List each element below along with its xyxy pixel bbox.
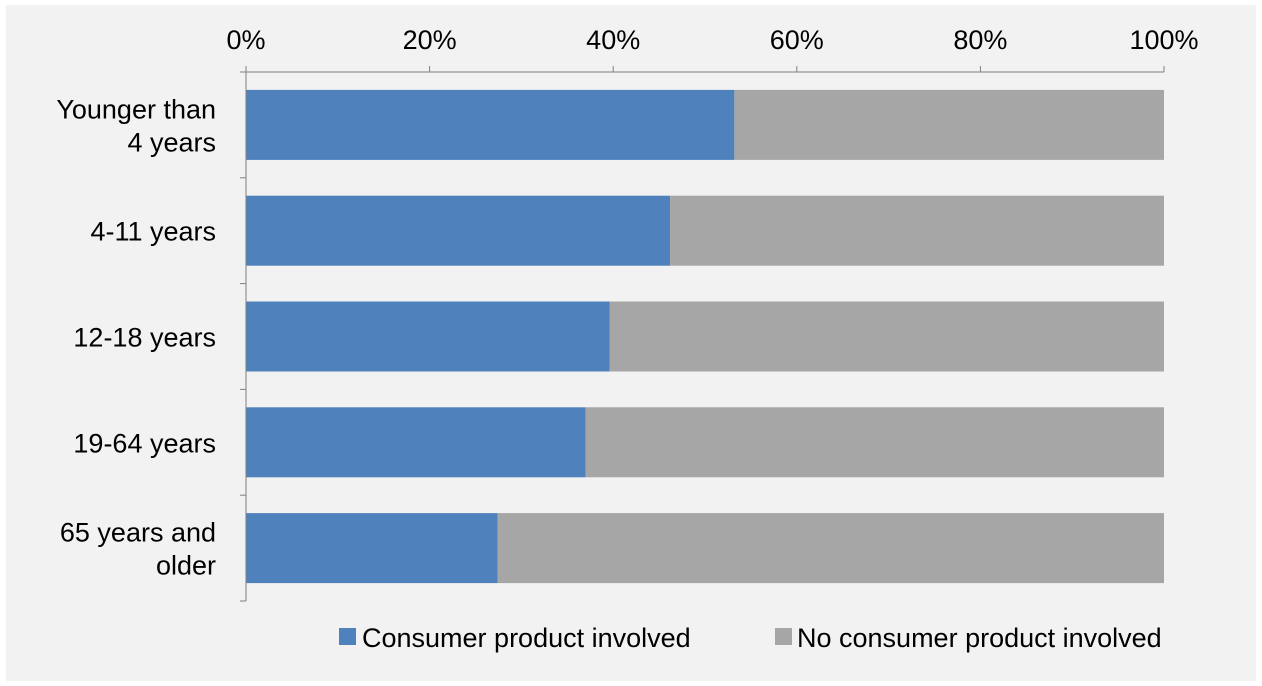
chart-area: 0% 20% 40% 60% 80% 100% Younger than 4 years 4-1… xyxy=(6,5,1256,681)
bar-no-consumer-product-2 xyxy=(609,301,1164,372)
category-label-line: Younger than xyxy=(56,94,216,124)
category-label-line: 65 years and xyxy=(60,518,216,548)
x-tick-label-1: 20% xyxy=(403,25,457,55)
bar-consumer-product-2 xyxy=(246,301,610,372)
category-label-3: 19-64 years xyxy=(73,428,216,458)
bar-consumer-product-0 xyxy=(246,89,735,160)
bar-no-consumer-product-4 xyxy=(497,513,1165,584)
bar-consumer-product-3 xyxy=(246,407,586,478)
category-label-1: 4-11 years xyxy=(90,217,216,247)
bar-no-consumer-product-3 xyxy=(585,407,1164,478)
x-tick-label-5: 100% xyxy=(1129,25,1198,55)
category-label-line: older xyxy=(156,551,216,581)
bar-consumer-product-4 xyxy=(246,513,498,584)
bar-no-consumer-product-1 xyxy=(670,195,1164,266)
category-label-line: 19-64 years xyxy=(73,428,216,458)
stacked-bar-chart: 0% 20% 40% 60% 80% 100% Younger than 4 years 4-1… xyxy=(56,25,1198,653)
bar-no-consumer-product-0 xyxy=(734,89,1164,160)
category-label-4: 65 years and older xyxy=(60,518,216,581)
category-label-2: 12-18 years xyxy=(73,323,216,353)
x-tick-label-3: 60% xyxy=(770,25,824,55)
category-label-line: 12-18 years xyxy=(73,323,216,353)
x-tick-label-2: 40% xyxy=(586,25,640,55)
legend-swatch-0 xyxy=(339,628,356,645)
category-label-0: Younger than 4 years xyxy=(56,94,216,157)
x-tick-label-0: 0% xyxy=(226,25,265,55)
x-tick-label-4: 80% xyxy=(953,25,1007,55)
bar-consumer-product-1 xyxy=(246,195,671,266)
legend-label-1: No consumer product involved xyxy=(797,623,1162,653)
legend-label-0: Consumer product involved xyxy=(362,623,691,653)
category-label-line: 4 years xyxy=(127,127,216,157)
legend-swatch-1 xyxy=(775,628,792,645)
category-label-line: 4-11 years xyxy=(90,217,216,247)
